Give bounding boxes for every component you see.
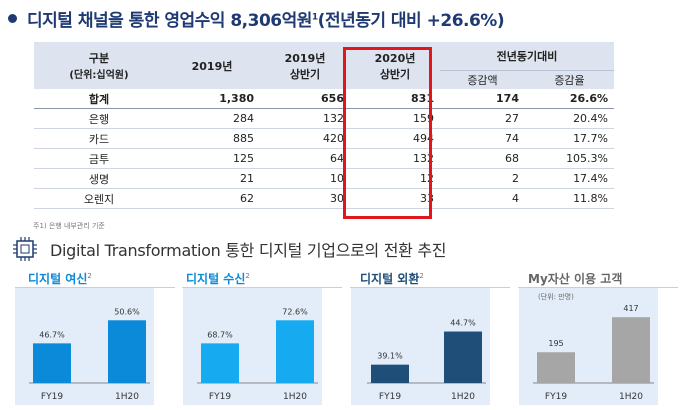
cpu-chip-icon (13, 237, 37, 261)
cell-h2019: 420 (260, 128, 350, 149)
x-tick-label: FY19 (545, 392, 567, 402)
cell-rate: 20.4% (525, 108, 615, 129)
cell-rate: 26.6% (525, 89, 615, 109)
cell-h2019: 64 (260, 148, 350, 169)
chart-divider (15, 287, 175, 288)
x-tick-label: FY19 (41, 392, 63, 402)
chart-title-digital-loan: 디지털 여신2 (28, 272, 92, 286)
cell-h2019: 656 (260, 89, 350, 109)
cell-h2019: 30 (260, 188, 350, 209)
cell-diff: 27 (440, 108, 525, 129)
cell-rate: 11.8% (525, 188, 615, 209)
bar-value-label: 68.7% (207, 330, 233, 339)
cell-y2019: 1,380 (164, 89, 260, 109)
row-label: 생명 (34, 168, 164, 189)
table-row: 금투 125 64 132 68 105.3% (34, 148, 615, 169)
header-2019-h1: 2019년 상반기 (260, 42, 350, 89)
chart-title-digital-deposit: 디지털 수신2 (186, 272, 250, 286)
header-yoy: 전년동기대비 (440, 42, 615, 71)
row-label: 합계 (34, 89, 164, 109)
cell-diff: 68 (440, 148, 525, 169)
chart-divider (350, 287, 510, 288)
chart-unit: (단위: 만명) (538, 293, 574, 301)
bar-value-label: 50.6% (114, 307, 140, 316)
revenue-table: 구분 (단위:십억원) 2019년 2019년 상반기 2020년 상반기 전년동기대… (34, 42, 615, 209)
table-row: 카드 885 420 494 74 17.7% (34, 128, 615, 149)
x-tick-label: FY19 (209, 392, 231, 402)
table-row: 은행 284 132 159 27 20.4% (34, 108, 615, 129)
bar-value-label: 72.6% (282, 307, 308, 316)
bar-fy19 (371, 364, 409, 383)
row-label: 금투 (34, 148, 164, 169)
x-tick-label: 1H20 (283, 392, 307, 402)
page-title: 디지털 채널을 통한 영업수익 8,306억원1(전년동기 대비 +26.6%) (27, 10, 505, 31)
cell-diff: 174 (440, 89, 525, 109)
header-2019: 2019년 (164, 42, 260, 89)
section-subtitle: Digital Transformation 통한 디지털 기업으로의 전환 추… (50, 241, 447, 260)
table-row-total: 합계 1,380 656 831 174 26.6% (34, 89, 615, 109)
cell-y2019: 21 (164, 168, 260, 189)
x-tick-label: FY19 (379, 392, 401, 402)
bar-value-label: 44.7% (450, 319, 476, 328)
cell-y2019: 284 (164, 108, 260, 129)
cell-diff: 4 (440, 188, 525, 209)
cell-h2019: 10 (260, 168, 350, 189)
chart-title-my-asset: My자산 이용 고객 (528, 272, 623, 286)
cell-h2020: 132 (350, 148, 440, 169)
cell-h2020: 159 (350, 108, 440, 129)
bar-1h20 (612, 317, 650, 383)
cell-diff: 2 (440, 168, 525, 189)
header-rate: 증감율 (525, 70, 615, 89)
chart-divider (518, 287, 678, 288)
highlight-box-2020-h1 (343, 47, 432, 219)
row-label: 은행 (34, 108, 164, 129)
row-label: 카드 (34, 128, 164, 149)
cell-diff: 74 (440, 128, 525, 149)
bar-1h20 (444, 331, 482, 383)
cell-rate: 17.7% (525, 128, 615, 149)
bar-fy19 (33, 343, 71, 383)
chart-title-digital-fx: 디지털 외환2 (360, 272, 424, 286)
table-row: 생명 21 10 12 2 17.4% (34, 168, 615, 189)
bar-value-label: 46.7% (39, 330, 65, 339)
x-tick-label: 1H20 (619, 392, 643, 402)
bar-1h20 (108, 320, 146, 383)
header-diff: 증감액 (440, 70, 525, 89)
bar-fy19 (537, 352, 575, 383)
bar-value-label: 195 (548, 339, 563, 348)
cell-h2020: 831 (350, 89, 440, 109)
circle-bullet-icon (8, 13, 17, 23)
bar-value-label: 417 (623, 304, 638, 313)
x-tick-label: 1H20 (115, 392, 139, 402)
cell-y2019: 62 (164, 188, 260, 209)
cell-rate: 105.3% (525, 148, 615, 169)
bar-fy19 (201, 343, 239, 383)
x-tick-label: 1H20 (451, 392, 475, 402)
cell-h2020: 494 (350, 128, 440, 149)
chart-divider (182, 287, 342, 288)
cell-y2019: 125 (164, 148, 260, 169)
bar-value-label: 39.1% (377, 352, 403, 361)
header-category: 구분 (단위:십억원) (34, 42, 164, 89)
cell-h2019: 132 (260, 108, 350, 129)
cell-y2019: 885 (164, 128, 260, 149)
row-label: 오렌지 (34, 188, 164, 209)
table-row: 오렌지 62 30 33 4 11.8% (34, 188, 615, 209)
subtitle-row: Digital Transformation 통한 디지털 기업으로의 전환 추… (10, 235, 447, 263)
table-footnote: 주1) 은행 내부관리 기준 (33, 222, 105, 230)
cell-rate: 17.4% (525, 168, 615, 189)
bar-1h20 (276, 320, 314, 383)
title-row: 디지털 채널을 통한 영업수익 8,306억원1(전년동기 대비 +26.6%) (8, 6, 505, 31)
